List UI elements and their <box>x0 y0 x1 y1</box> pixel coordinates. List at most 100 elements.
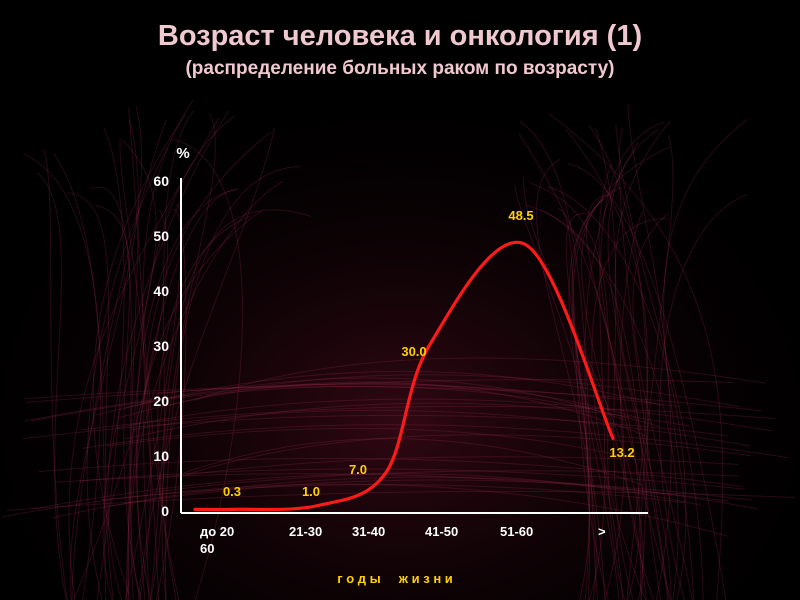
fiber-strand <box>536 159 597 600</box>
fiber-strand <box>136 115 236 600</box>
fiber-strand <box>519 120 598 600</box>
fiber-strand <box>125 189 237 600</box>
fiber-strand <box>614 120 672 600</box>
fiber-strand <box>618 128 670 600</box>
fiber-strand <box>171 138 243 600</box>
fiber-strand <box>663 119 748 600</box>
fiber-strand <box>107 110 230 600</box>
fiber-strand <box>115 398 773 432</box>
fiber-strand <box>52 476 758 519</box>
series-line <box>193 240 615 512</box>
fiber-strand <box>514 184 624 600</box>
fiber-strand <box>73 209 168 600</box>
data-label: 7.0 <box>349 462 367 477</box>
fiber-strand <box>102 139 157 600</box>
fiber-strand <box>79 468 746 490</box>
fiber-strand <box>136 210 262 600</box>
fiber-strand <box>6 490 795 511</box>
fiber-strand <box>38 457 743 488</box>
fiber-strand <box>152 470 739 493</box>
fiber-strand <box>124 402 690 440</box>
fiber-strand <box>43 149 68 600</box>
fiber-strand <box>584 142 639 600</box>
y-axis-label: % <box>176 145 189 162</box>
data-label: 48.5 <box>508 208 533 223</box>
x-axis-label: г о д ы ж и з н и <box>337 571 453 586</box>
fiber-strand <box>639 135 674 600</box>
y-tick-label: 10 <box>153 448 169 464</box>
fiber-strand <box>86 147 169 600</box>
y-tick-label: 50 <box>153 228 169 244</box>
x-tick-label: до 20 <box>200 524 234 539</box>
fiber-strand <box>632 213 693 600</box>
fiber-strand <box>522 176 644 600</box>
fiber-strand <box>81 424 789 459</box>
fiber-strand <box>155 383 681 408</box>
fiber-strand <box>149 110 194 600</box>
fiber-strand <box>80 405 775 431</box>
fiber-strand <box>68 117 220 600</box>
fiber-strand <box>131 409 751 447</box>
fiber-strand <box>119 139 152 600</box>
fiber-strand <box>149 209 311 600</box>
fiber-strand <box>547 186 687 600</box>
fiber-strand <box>619 211 654 600</box>
fiber-strand <box>127 187 239 600</box>
fiber-strand <box>548 113 724 600</box>
fiber-strand <box>36 171 67 600</box>
x-tick-label: 31-40 <box>352 524 385 539</box>
fiber-strand <box>659 193 748 600</box>
fiber-strand <box>100 484 684 504</box>
fiber-strand <box>164 166 301 600</box>
fiber-strand <box>591 218 668 600</box>
page-title: Возраст человека и онкология (1) <box>157 20 643 52</box>
fiber-strand <box>155 208 187 600</box>
fiber-strand <box>22 414 729 440</box>
fiber-strand <box>627 103 672 600</box>
fiber-strand <box>588 121 665 600</box>
fiber-strand <box>607 128 669 600</box>
y-tick-label: 20 <box>153 393 169 409</box>
fiber-strand <box>71 120 167 600</box>
fiber-strand <box>167 374 741 408</box>
fiber-strand <box>131 180 284 600</box>
fiber-strand <box>525 204 662 600</box>
fiber-strand <box>24 382 636 422</box>
fiber-strand <box>143 131 272 600</box>
fiber-strand <box>567 163 727 600</box>
fiber-strand <box>67 192 114 600</box>
fiber-strand <box>95 204 142 600</box>
data-label: 13.2 <box>609 445 634 460</box>
fiber-strand <box>31 385 660 428</box>
fiber-strand <box>595 128 634 600</box>
fiber-strand <box>518 133 625 600</box>
fiber-strand <box>581 188 647 600</box>
fiber-strand <box>92 114 187 600</box>
fiber-strand <box>91 186 132 600</box>
fiber-strand <box>128 119 139 600</box>
x-tick-label: 21-30 <box>289 524 322 539</box>
fiber-strand <box>565 213 590 600</box>
fiber-strand <box>571 199 604 600</box>
fiber-strand <box>185 434 751 476</box>
fiber-strand <box>96 377 626 421</box>
page-subtitle: (распределение больных раком по возрасту… <box>185 58 615 79</box>
x-tick-label: 51-60 <box>500 524 533 539</box>
fiber-strand <box>26 379 734 403</box>
fiber-strand <box>154 456 739 480</box>
data-label: 30.0 <box>401 344 426 359</box>
fiber-strand <box>530 182 625 600</box>
fiber-strand <box>540 209 679 600</box>
data-label: 1.0 <box>302 484 320 499</box>
fiber-strand <box>110 479 753 507</box>
y-tick-label: 60 <box>153 173 169 189</box>
fiber-strand <box>194 357 766 401</box>
fiber-strand <box>565 129 649 600</box>
x-tick-label: > <box>598 524 606 539</box>
x-tick-label-overflow: 60 <box>200 541 214 556</box>
fiber-strand <box>157 215 252 600</box>
fiber-strand <box>55 473 728 502</box>
